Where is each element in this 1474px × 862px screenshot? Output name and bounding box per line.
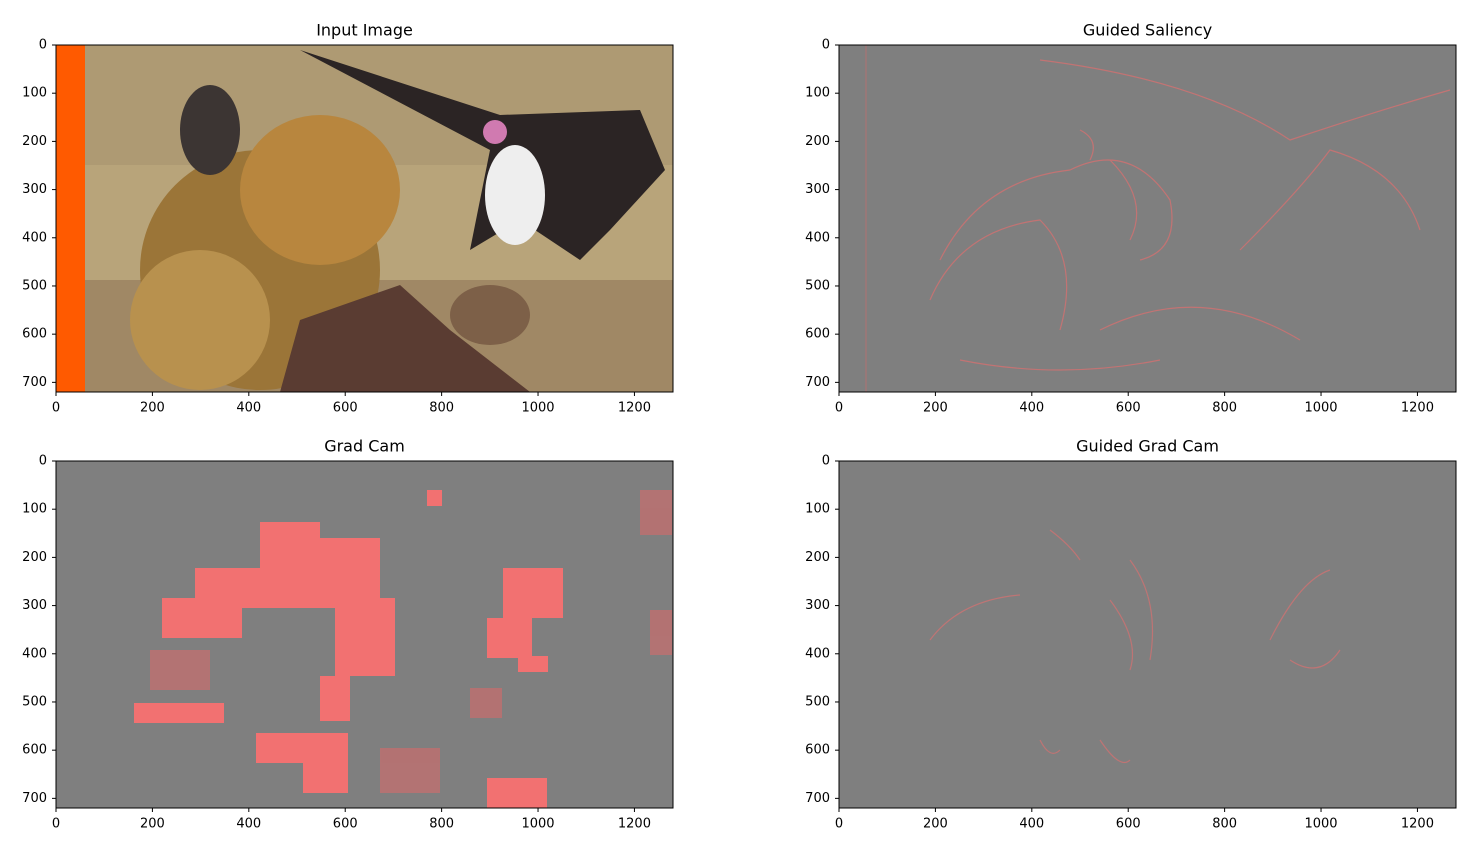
y-tick-label: 700 bbox=[22, 375, 47, 390]
x-tick-label: 1200 bbox=[1401, 817, 1434, 832]
x-tick-label: 800 bbox=[1212, 817, 1237, 832]
x-tick-label: 800 bbox=[1212, 401, 1237, 416]
y-tick-label: 600 bbox=[805, 327, 830, 342]
x-tick-label: 200 bbox=[923, 401, 948, 416]
x-tick-label: 0 bbox=[835, 401, 843, 416]
y-tick-label: 500 bbox=[805, 278, 830, 293]
x-tick-label: 0 bbox=[52, 817, 60, 832]
input-photo bbox=[56, 45, 673, 392]
x-tick-label: 200 bbox=[140, 817, 165, 832]
x-tick-label: 0 bbox=[835, 817, 843, 832]
x-tick-label: 800 bbox=[429, 817, 454, 832]
x-tick-label: 1200 bbox=[1401, 401, 1434, 416]
y-tick-label: 700 bbox=[22, 791, 47, 806]
y-tick-label: 0 bbox=[39, 38, 47, 53]
axes-frame bbox=[838, 460, 1457, 809]
x-tick-label: 400 bbox=[236, 401, 261, 416]
grad-cam-map bbox=[56, 461, 673, 808]
y-tick-label: 100 bbox=[22, 86, 47, 101]
y-tick-label: 0 bbox=[822, 454, 830, 469]
x-tick-label: 1000 bbox=[1304, 817, 1337, 832]
axes-frame bbox=[55, 460, 674, 809]
x-tick-label: 600 bbox=[1116, 817, 1141, 832]
y-tick-label: 200 bbox=[22, 550, 47, 565]
y-tick-label: 200 bbox=[805, 134, 830, 149]
y-tick-label: 400 bbox=[805, 646, 830, 661]
y-tick-label: 100 bbox=[22, 502, 47, 517]
x-tick-label: 600 bbox=[333, 401, 358, 416]
x-tick-label: 800 bbox=[429, 401, 454, 416]
panel-title: Grad Cam bbox=[324, 437, 405, 456]
x-tick-label: 600 bbox=[1116, 401, 1141, 416]
x-tick-label: 1200 bbox=[618, 817, 651, 832]
panel-title: Guided Saliency bbox=[1083, 21, 1212, 40]
y-tick-label: 400 bbox=[805, 230, 830, 245]
x-tick-label: 200 bbox=[923, 817, 948, 832]
y-tick-label: 400 bbox=[22, 230, 47, 245]
x-tick-label: 1000 bbox=[521, 401, 554, 416]
x-tick-label: 600 bbox=[333, 817, 358, 832]
y-tick-label: 300 bbox=[22, 598, 47, 613]
y-tick-label: 300 bbox=[805, 598, 830, 613]
x-tick-label: 1200 bbox=[618, 401, 651, 416]
guided-grad-cam-map bbox=[839, 461, 1456, 808]
x-tick-label: 400 bbox=[1019, 401, 1044, 416]
y-tick-label: 0 bbox=[39, 454, 47, 469]
axes-frame bbox=[55, 44, 674, 393]
y-tick-label: 600 bbox=[805, 743, 830, 758]
y-tick-label: 500 bbox=[22, 694, 47, 709]
y-tick-label: 500 bbox=[805, 694, 830, 709]
y-tick-label: 0 bbox=[822, 38, 830, 53]
y-tick-label: 200 bbox=[22, 134, 47, 149]
y-tick-label: 600 bbox=[22, 743, 47, 758]
x-tick-label: 1000 bbox=[521, 817, 554, 832]
y-tick-label: 500 bbox=[22, 278, 47, 293]
panel-title: Guided Grad Cam bbox=[1076, 437, 1219, 456]
y-tick-label: 400 bbox=[22, 646, 47, 661]
x-tick-label: 400 bbox=[1019, 817, 1044, 832]
x-tick-label: 400 bbox=[236, 817, 261, 832]
y-tick-label: 700 bbox=[805, 791, 830, 806]
y-tick-label: 100 bbox=[805, 502, 830, 517]
y-tick-label: 100 bbox=[805, 86, 830, 101]
y-tick-label: 700 bbox=[805, 375, 830, 390]
x-tick-label: 1000 bbox=[1304, 401, 1337, 416]
saliency-map bbox=[839, 45, 1456, 392]
y-tick-label: 300 bbox=[22, 182, 47, 197]
panel-title: Input Image bbox=[316, 21, 413, 40]
y-tick-label: 300 bbox=[805, 182, 830, 197]
x-tick-label: 0 bbox=[52, 401, 60, 416]
axes-frame bbox=[838, 44, 1457, 393]
y-tick-label: 200 bbox=[805, 550, 830, 565]
y-tick-label: 600 bbox=[22, 327, 47, 342]
x-tick-label: 200 bbox=[140, 401, 165, 416]
